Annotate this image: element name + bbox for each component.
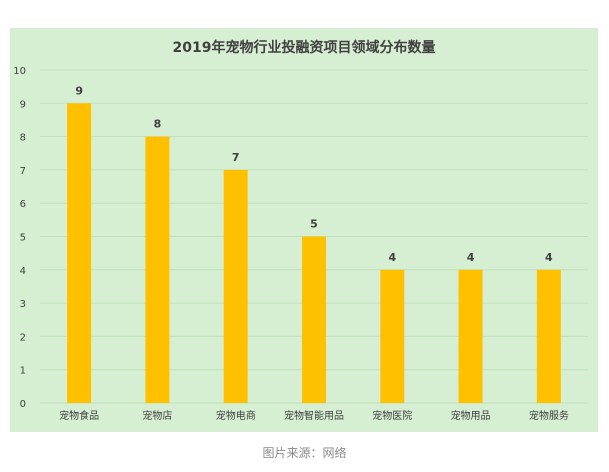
data-label: 8 [154, 118, 162, 131]
bar [145, 136, 170, 403]
bar [67, 103, 92, 404]
y-tick-label: 5 [20, 233, 26, 244]
y-tick-label: 10 [13, 66, 26, 77]
y-tick-label: 6 [20, 199, 26, 210]
x-tick-label: 宠物食品 [59, 409, 99, 422]
chart-panel: 2019年宠物行业投融资项目领域分布数量 0 1 2 3 4 5 6 7 8 9 10 9 8 7 5 4 4… [10, 28, 598, 432]
bar [223, 169, 248, 403]
data-label: 4 [545, 251, 553, 264]
y-tick-label: 7 [20, 166, 26, 177]
data-label: 5 [310, 218, 318, 231]
source-caption: 图片来源：网络 [262, 446, 347, 460]
x-axis-ticks: 宠物食品 宠物店 宠物电商 宠物智能用品 宠物医院 宠物用品 宠物服务 [59, 409, 569, 422]
data-label: 9 [75, 84, 83, 97]
y-axis-ticks: 0 1 2 3 4 5 6 7 8 9 10 [13, 66, 26, 410]
y-tick-label: 4 [20, 266, 26, 277]
bar-chart: 2019年宠物行业投融资项目领域分布数量 0 1 2 3 4 5 6 7 8 9 10 9 8 7 5 4 4… [10, 28, 598, 432]
y-tick-label: 3 [20, 299, 26, 310]
bar [536, 269, 561, 403]
bar [458, 269, 483, 403]
data-labels: 9 8 7 5 4 4 4 [75, 84, 553, 263]
y-tick-label: 9 [20, 99, 26, 110]
data-label: 4 [467, 251, 475, 264]
x-tick-label: 宠物医院 [372, 409, 412, 422]
y-tick-label: 2 [20, 332, 26, 343]
x-tick-label: 宠物电商 [216, 409, 256, 422]
x-tick-label: 宠物智能用品 [284, 409, 344, 422]
x-tick-label: 宠物店 [142, 409, 172, 422]
x-tick-label: 宠物用品 [451, 409, 491, 422]
chart-title: 2019年宠物行业投融资项目领域分布数量 [173, 39, 436, 56]
y-tick-label: 1 [20, 366, 26, 377]
data-label: 4 [388, 251, 396, 264]
bar [302, 236, 326, 403]
data-label: 7 [232, 151, 240, 164]
bar [380, 269, 405, 403]
y-tick-label: 8 [20, 133, 26, 144]
bars [67, 103, 561, 404]
x-tick-label: 宠物服务 [529, 409, 569, 422]
y-tick-label: 0 [20, 399, 26, 410]
